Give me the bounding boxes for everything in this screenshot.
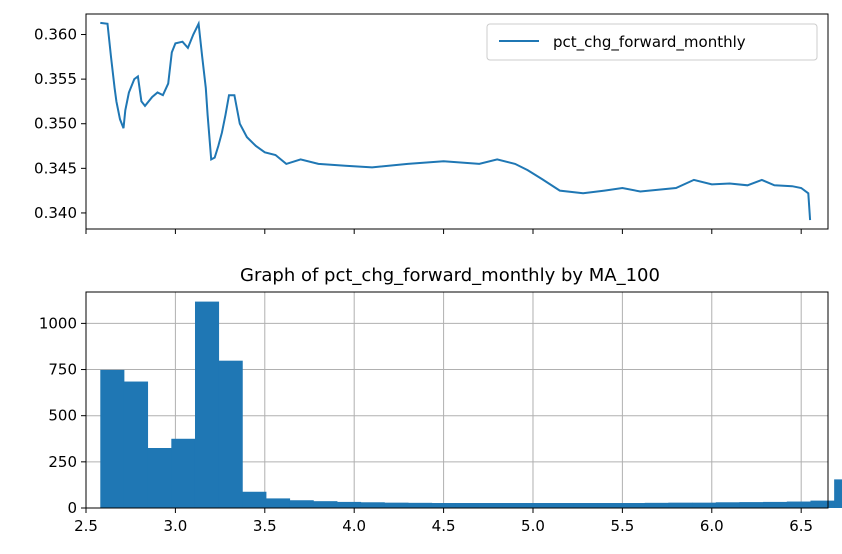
histogram-bar (123, 381, 149, 508)
chart-title: Graph of pct_chg_forward_monthly by MA_1… (240, 265, 660, 286)
histogram-bar (810, 500, 835, 508)
histogram-bar (502, 503, 527, 508)
histogram-panel: 2.5 3.0 3.5 4.0 4.5 5.0 5.5 6.0 6.5 0 250 500 750 100… (39, 265, 842, 535)
x-tick-label: 5.0 (521, 517, 545, 535)
histogram-frame (85, 291, 829, 509)
histogram-bar (360, 502, 385, 508)
histogram-bar (526, 503, 551, 508)
histogram-ticks: 2.5 3.0 3.5 4.0 4.5 5.0 5.5 6.0 6.5 0 250 500 750 100… (39, 314, 813, 535)
y-tick-label: 0.340 (34, 204, 77, 222)
histogram-bars (100, 301, 842, 508)
y-tick-label: 750 (48, 361, 77, 379)
histogram-bar (289, 500, 314, 508)
histogram-bar (408, 502, 433, 508)
y-tick-label: 0 (67, 499, 77, 517)
y-tick-label: 0.355 (34, 70, 77, 88)
histogram-bar (786, 501, 811, 508)
x-tick-label: 3.0 (163, 517, 187, 535)
histogram-bar (313, 501, 338, 508)
histogram-bar (455, 503, 480, 508)
histogram-bar (644, 502, 669, 508)
y-tick-label: 1000 (39, 314, 77, 332)
x-tick-label: 5.5 (610, 517, 634, 535)
y-tick-label: 500 (48, 407, 77, 425)
histogram-bar (384, 502, 409, 508)
x-tick-label: 4.0 (342, 517, 366, 535)
histogram-bar (763, 501, 788, 508)
histogram-bar (597, 503, 622, 508)
y-tick-label: 0.350 (34, 115, 77, 133)
histogram-bar (621, 503, 646, 508)
line-chart-frame (85, 13, 829, 230)
legend-entry-label: pct_chg_forward_monthly (553, 33, 746, 52)
histogram-bar (242, 491, 267, 508)
x-tick-label: 3.5 (253, 517, 277, 535)
x-tick-label: 2.5 (74, 517, 98, 535)
series-line-pct-chg-forward-monthly (100, 20, 812, 221)
legend: pct_chg_forward_monthly (486, 23, 818, 61)
y-tick-label: 0.360 (34, 26, 77, 44)
line-chart-panel: 0.340 0.345 0.350 0.355 0.360 pct_chg_forwar… (34, 13, 829, 234)
histogram-bar (218, 360, 243, 508)
histogram-bar (573, 503, 598, 508)
y-tick-label: 250 (48, 453, 77, 471)
histogram-bar (337, 501, 362, 508)
histogram-bar (739, 502, 764, 508)
line-chart-ticks: 0.340 0.345 0.350 0.355 0.360 (34, 26, 802, 234)
histogram-bar (431, 503, 456, 508)
legend-box (486, 23, 818, 61)
x-tick-label: 6.0 (700, 517, 724, 535)
x-tick-label: 4.5 (432, 517, 456, 535)
histogram-bar (266, 498, 291, 508)
histogram-bar (147, 448, 172, 508)
y-tick-label: 0.345 (34, 159, 77, 177)
x-tick-label: 6.5 (789, 517, 813, 535)
histogram-bar (171, 438, 196, 508)
histogram-bar (668, 502, 693, 508)
histogram-bar (479, 503, 504, 508)
histogram-bar (715, 502, 740, 508)
histogram-bar (692, 502, 717, 508)
histogram-bar (550, 503, 575, 508)
histogram-bar (100, 369, 125, 508)
histogram-bar (194, 301, 220, 508)
histogram-bar (834, 479, 842, 508)
